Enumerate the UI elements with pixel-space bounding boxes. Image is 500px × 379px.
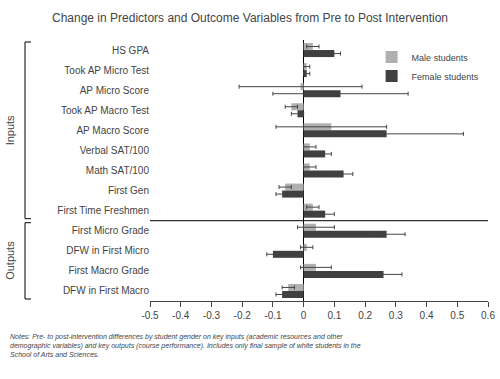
svg-text:0.2: 0.2 — [358, 310, 372, 321]
svg-text:-0.2: -0.2 — [234, 310, 252, 321]
svg-text:DFW in First Micro: DFW in First Micro — [66, 245, 149, 256]
svg-text:Math SAT/100: Math SAT/100 — [86, 165, 150, 176]
svg-text:Outputs: Outputs — [4, 241, 16, 280]
svg-text:0: 0 — [301, 310, 307, 321]
svg-text:Change in Predictors and Outco: Change in Predictors and Outcome Variabl… — [52, 11, 448, 25]
svg-text:-0.3: -0.3 — [203, 310, 221, 321]
svg-text:AP Micro Score: AP Micro Score — [80, 85, 150, 96]
svg-text:-0.5: -0.5 — [141, 310, 159, 321]
svg-text:First Time Freshmen: First Time Freshmen — [57, 205, 149, 216]
svg-text:0.3: 0.3 — [389, 310, 403, 321]
svg-text:Inputs: Inputs — [4, 115, 16, 145]
svg-text:Took AP Micro Test: Took AP Micro Test — [64, 65, 149, 76]
svg-text:HS GPA: HS GPA — [112, 45, 149, 56]
svg-text:0.4: 0.4 — [420, 310, 434, 321]
svg-text:DFW in First Macro: DFW in First Macro — [63, 285, 150, 296]
svg-text:0.5: 0.5 — [450, 310, 464, 321]
svg-text:Took AP Macro Test: Took AP Macro Test — [61, 105, 149, 116]
svg-text:0.1: 0.1 — [327, 310, 341, 321]
svg-text:Notes: Pre- to post-interventi: Notes: Pre- to post-intervention differe… — [10, 333, 361, 358]
svg-text:Verbal SAT/100: Verbal SAT/100 — [80, 145, 150, 156]
svg-text:First Macro Grade: First Macro Grade — [68, 265, 149, 276]
svg-text:-0.4: -0.4 — [172, 310, 190, 321]
svg-text:Female students: Female students — [412, 72, 479, 82]
svg-text:First Gen: First Gen — [108, 185, 149, 196]
svg-text:0.6: 0.6 — [481, 310, 495, 321]
svg-text:Male students: Male students — [412, 53, 469, 63]
svg-text:AP Macro Score: AP Macro Score — [76, 125, 149, 136]
svg-text:First Micro Grade: First Micro Grade — [72, 225, 150, 236]
svg-text:-0.1: -0.1 — [264, 310, 282, 321]
